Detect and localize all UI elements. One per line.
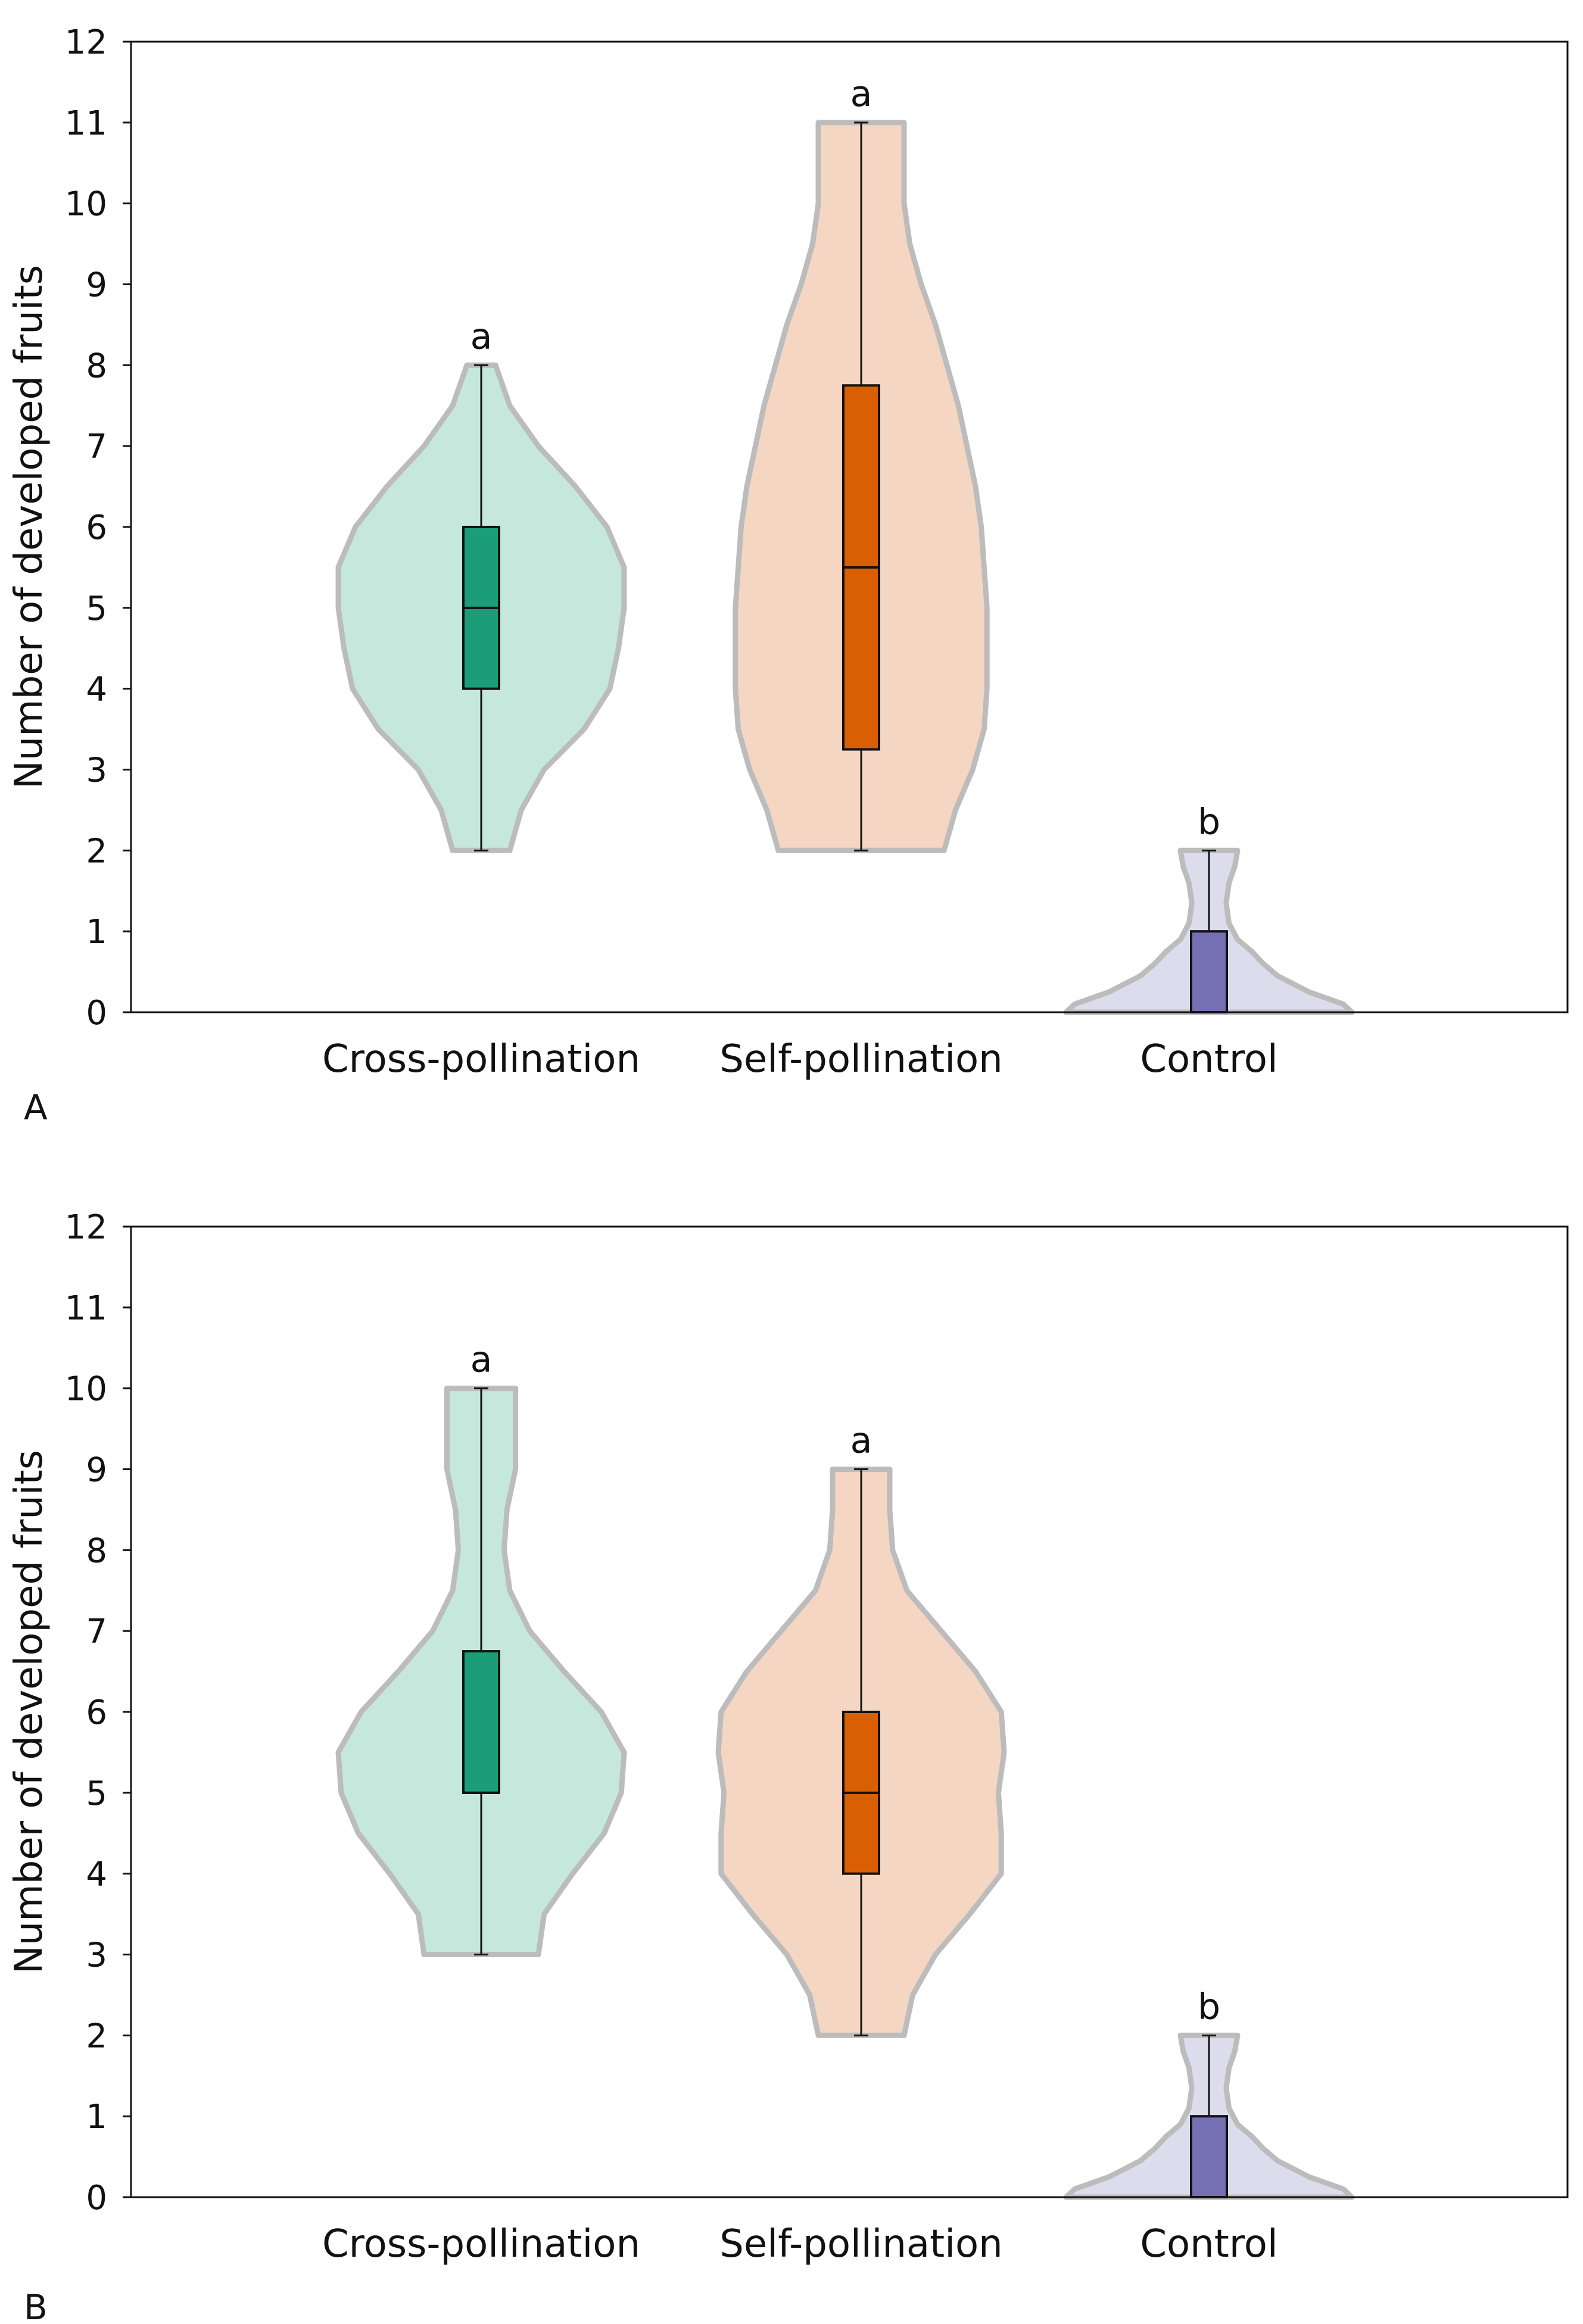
y-tick-label: 5 <box>86 1774 107 1813</box>
y-tick-label: 8 <box>86 347 107 385</box>
panel-b: a Cross-pollination a Self-pollination b Cont… <box>7 1208 1569 2324</box>
y-tick-label: 9 <box>86 266 107 305</box>
y-tick-label: 4 <box>86 1855 107 1894</box>
y-tick-label: 7 <box>86 1612 107 1651</box>
violin-group-1: a <box>715 1420 1007 2038</box>
y-tick-label: 8 <box>86 1531 107 1570</box>
y-tick-label: 5 <box>86 589 107 628</box>
y-tick-label: 6 <box>86 509 107 547</box>
y-tick-label: 3 <box>86 751 107 790</box>
violin-group-2: b <box>1063 801 1355 1015</box>
y-axis-label: Number of developed fruits <box>7 265 51 789</box>
significance-label: a <box>470 316 493 357</box>
panel-letter: A <box>24 1087 48 1128</box>
significance-label: b <box>1198 1986 1220 2027</box>
category-label: Control <box>1140 2222 1277 2266</box>
y-tick-label: 11 <box>65 104 107 143</box>
iqr-box <box>1190 930 1228 1013</box>
category-label: Cross-pollination <box>322 2222 640 2266</box>
violin-group-0: a <box>335 1339 627 1957</box>
category-label: Cross-pollination <box>322 1037 640 1081</box>
y-tick-label: 1 <box>86 913 107 952</box>
violin-group-1: a <box>733 73 990 853</box>
y-tick-label: 12 <box>65 23 107 62</box>
y-tick-label: 10 <box>65 185 107 224</box>
y-tick-label: 3 <box>86 1936 107 1975</box>
iqr-box <box>462 1650 500 1794</box>
y-tick-label: 11 <box>65 1289 107 1328</box>
significance-label: a <box>850 1420 872 1462</box>
category-label: Self-pollination <box>719 2222 1002 2266</box>
y-tick-label: 9 <box>86 1451 107 1490</box>
y-tick-label: 2 <box>86 832 107 871</box>
category-label: Control <box>1140 1037 1277 1081</box>
y-tick-label: 0 <box>86 2179 107 2217</box>
y-tick-label: 6 <box>86 1693 107 1732</box>
violin-group-2: b <box>1063 1986 1355 2200</box>
y-tick-label: 10 <box>65 1370 107 1409</box>
category-label: Self-pollination <box>719 1037 1002 1081</box>
significance-label: a <box>470 1339 493 1381</box>
panel-a: a Cross-pollination a Self-pollination b Cont… <box>7 23 1569 1128</box>
y-tick-label: 7 <box>86 428 107 466</box>
y-tick-label: 1 <box>86 2098 107 2136</box>
significance-label: a <box>850 73 872 115</box>
significance-label: b <box>1198 801 1220 843</box>
y-tick-label: 2 <box>86 2017 107 2055</box>
y-tick-label: 4 <box>86 670 107 709</box>
y-tick-label: 0 <box>86 994 107 1032</box>
violin-group-0: a <box>335 316 627 853</box>
iqr-box <box>1190 2115 1228 2199</box>
panel-letter: B <box>24 2287 48 2324</box>
y-axis-label: Number of developed fruits <box>7 1450 51 1974</box>
y-tick-label: 12 <box>65 1208 107 1247</box>
